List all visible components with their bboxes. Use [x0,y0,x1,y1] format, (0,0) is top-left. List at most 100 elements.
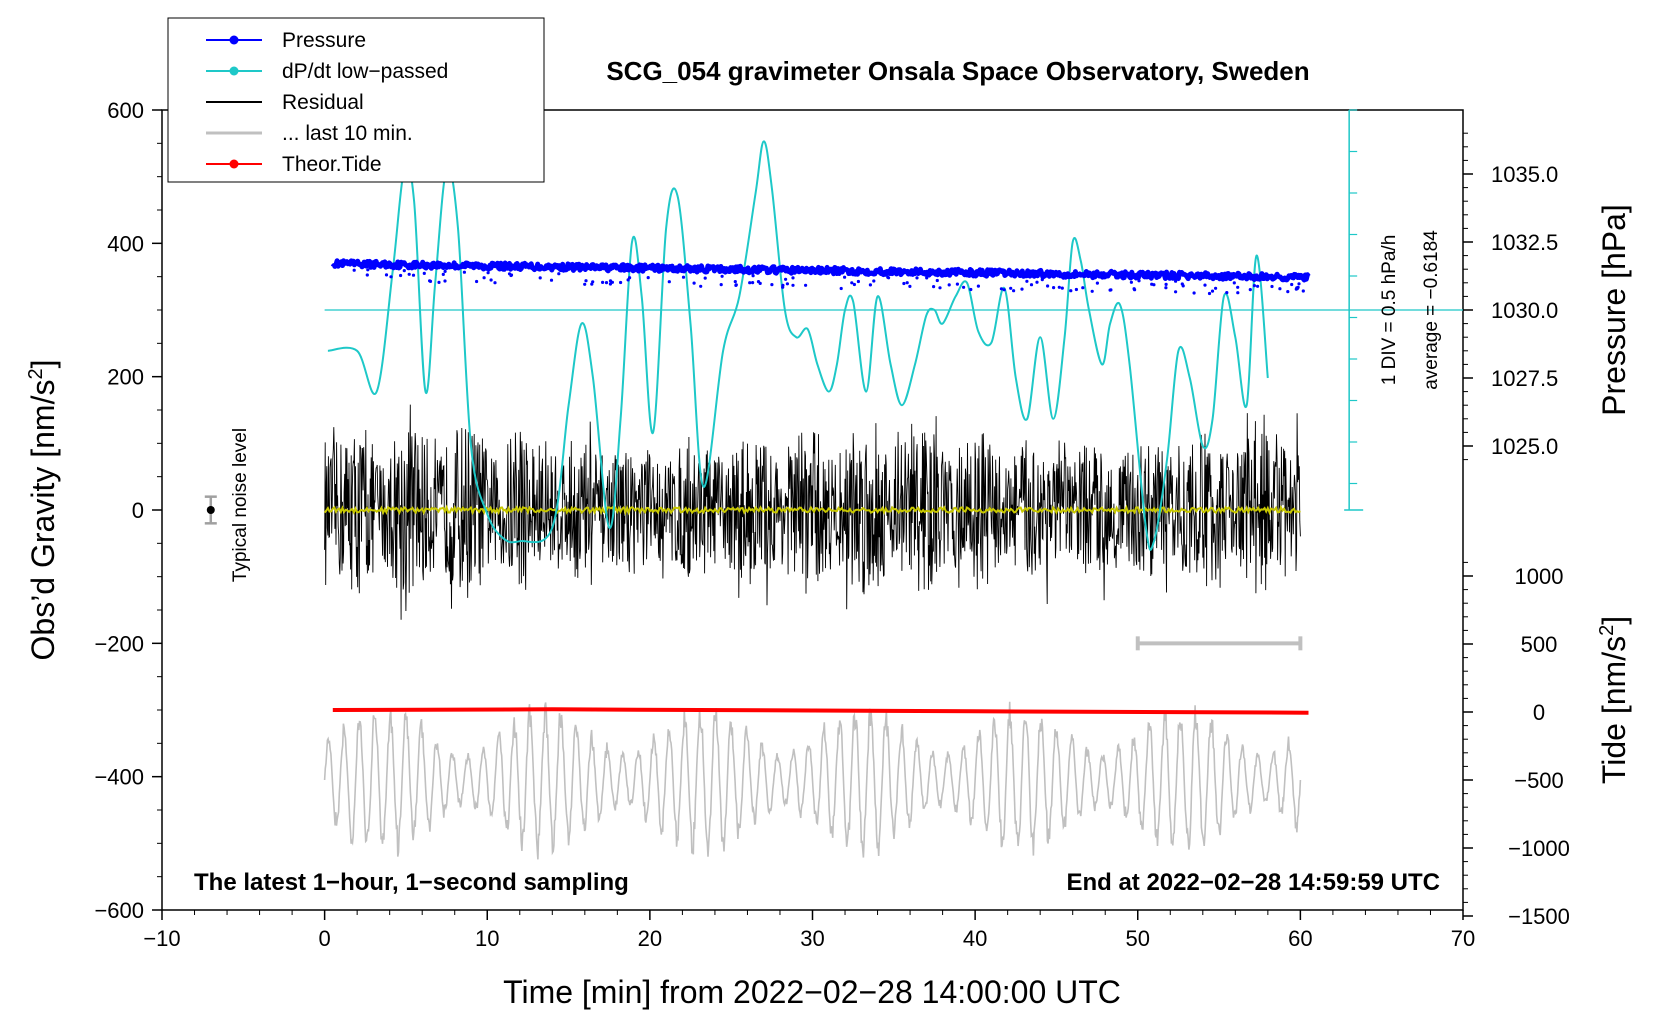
pressure-outlier-point [856,279,861,284]
pressure-outlier-point [1207,291,1212,296]
x-tick-label: 30 [800,926,824,951]
pressure-outlier-point [1108,288,1112,292]
pressure-outlier-point [1020,287,1024,291]
legend-label: Pressure [282,29,366,52]
pressure-outlier-point [692,281,696,285]
scale-div-label: 1 DIV = 0.5 hPa/h [1379,235,1400,386]
pressure-outlier-point [850,281,854,285]
pressure-tick-label: 1030.0 [1491,298,1558,323]
pressure-outlier-point [549,278,554,282]
pressure-outlier-point [999,287,1004,291]
pressure-outlier-point [1009,286,1013,290]
pressure-outlier-point [1225,291,1229,295]
pressure-outlier-point [962,285,966,289]
pressure-outlier-point [1192,291,1196,295]
pressure-outlier-point [1129,280,1133,284]
noise-level-label: Typical noise level [230,428,251,582]
pressure-outlier-point [908,284,912,288]
pressure-outlier-point [486,271,490,275]
pressure-tick-label: 1027.5 [1491,366,1558,391]
pressure-outlier-point [935,278,939,283]
pressure-outlier-point [626,278,630,282]
pressure-outlier-point [703,276,707,280]
pressure-outlier-point [407,272,411,276]
pressure-outlier-point [1295,286,1299,290]
pressure-outlier-point [1046,284,1050,288]
pressure-outlier-point [756,280,761,284]
y-axis-ticks: 600 400 200 0 −200 −400 −600 [94,98,162,923]
pressure-outlier-point [734,283,738,287]
tide-tick-label: 0 [1533,700,1545,725]
pressure-outlier-point [1012,289,1016,293]
smoothed-residual-trace [323,504,1301,516]
tide-axis-title: Tide [nm/s2] [1596,616,1632,784]
pressure-outlier-point [1301,289,1305,293]
x-tick-label: 60 [1288,926,1312,951]
pressure-outlier-point [751,274,755,278]
pressure-outlier-point [925,276,929,280]
legend-marker [229,159,239,169]
pressure-outlier-point [1029,283,1034,287]
pressure-trace [330,258,1311,283]
dpdt-trace [327,140,1269,551]
pressure-outlier-point [389,275,393,279]
pressure-outlier-point [915,276,919,280]
pressure-tick-label: 1025.0 [1491,434,1558,459]
pressure-outlier-point [1074,287,1078,292]
pressure-outlier-point [1270,284,1274,289]
pressure-outlier-point [791,283,795,287]
pressure-outlier-point [720,274,724,278]
pressure-outlier-point [443,279,447,283]
legend-label: Residual [282,91,364,114]
pressure-outlier-point [791,276,795,280]
tide-tick-label: 1000 [1515,564,1564,589]
note-latest-hour: The latest 1−hour, 1−second sampling [194,869,629,896]
pressure-outlier-point [1278,287,1282,291]
pressure-outlier-point [507,272,512,276]
y-axis-title: Obs’d Gravity [nm/s2] [25,360,61,661]
pressure-outlier-point [1035,280,1039,284]
pressure-outlier-point [1164,286,1168,290]
pressure-outlier-point [843,275,847,279]
pressure-outlier-point [489,278,493,282]
pressure-axis-title: Pressure [hPa] [1596,204,1632,416]
chart-title: SCG_054 gravimeter Onsala Space Observat… [606,56,1309,86]
annotations [204,495,1303,651]
y-tick-label: 0 [132,498,144,523]
y-tick-label: 200 [107,365,144,390]
pressure-outlier-point [681,275,686,279]
y-tick-label: −200 [94,631,144,656]
pressure-outlier-point [1152,283,1156,287]
pressure-outlier-point [1040,278,1044,282]
pressure-outlier-point [699,284,703,288]
pressure-outlier-point [1069,289,1073,293]
pressure-outlier-point [1090,289,1094,293]
pressure-outlier-point [538,276,542,280]
pressure-outlier-point [557,272,561,276]
pressure-outlier-point [441,272,445,276]
x-tick-label: 0 [319,926,331,951]
legend-marker [229,66,239,76]
pressure-outlier-point [785,282,790,286]
dpdt-series [324,140,1463,551]
pressure-outlier-point [1095,281,1099,285]
legend-label: ... last 10 min. [282,122,413,145]
pressure-outlier-point [601,280,605,284]
pressure-outlier-point [428,279,433,283]
pressure-outlier-point [619,280,623,285]
pressure-outlier-point [1236,291,1240,295]
pressure-outlier-point [437,280,441,284]
pressure-outlier-point [1181,284,1185,288]
y-tick-label: 600 [107,98,144,123]
pressure-outlier-point [667,280,671,284]
pressure-outlier-point [646,276,650,280]
pressure-outlier-point [1286,290,1290,294]
pressure-outlier-point [733,280,737,284]
noise-level-point [206,506,215,514]
tide-axis-ticks: 1000 500 0 −500 −1000 −1500 [1463,561,1570,929]
pressure-outlier-point [365,273,369,277]
pressure-tick-label: 1035.0 [1491,162,1558,187]
pressure-outlier-point [1137,279,1141,283]
pressure-outlier-point [1174,279,1178,283]
